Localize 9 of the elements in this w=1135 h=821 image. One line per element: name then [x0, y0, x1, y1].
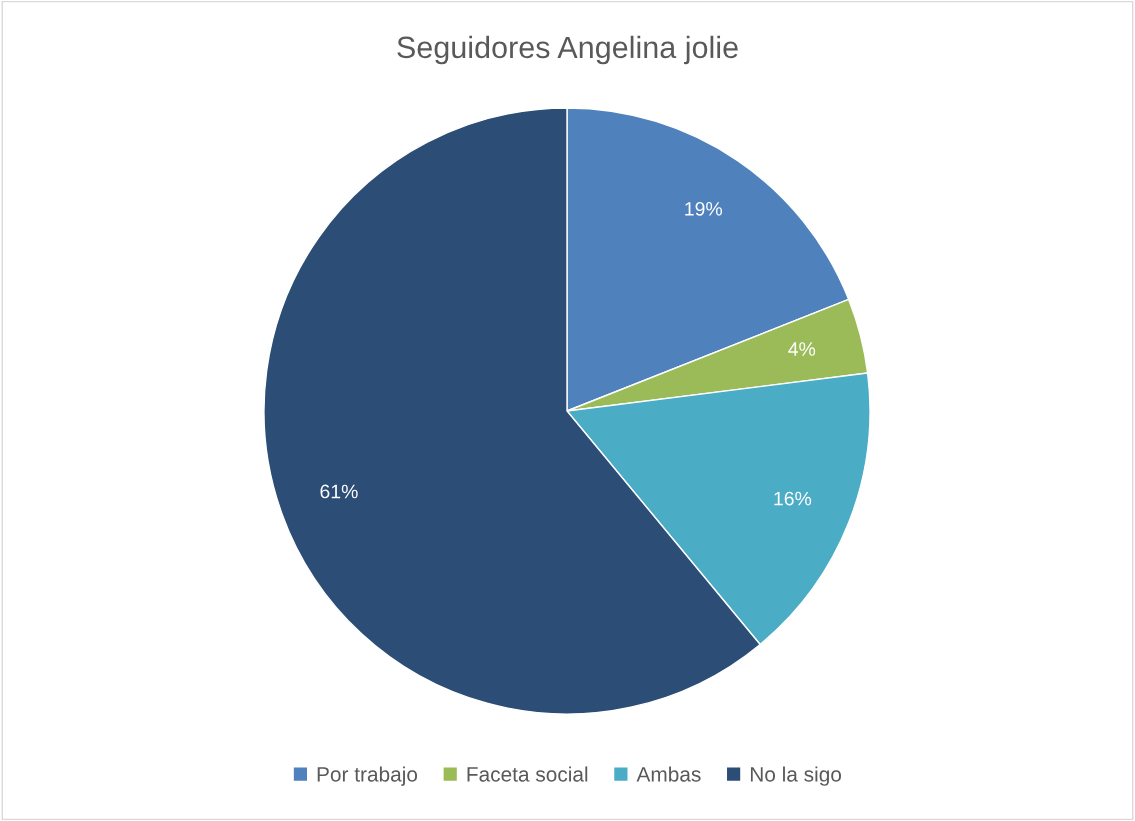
data-label: 19% [685, 201, 723, 216]
legend-label: Por trabajo [317, 766, 418, 786]
data-label: 61% [320, 484, 358, 499]
data-label: 16% [774, 491, 812, 506]
chart-title: Seguidores Angelina jolie [397, 35, 738, 65]
legend-label: Faceta social [467, 766, 588, 782]
data-label: 4% [788, 342, 816, 356]
legend-label: No la sigo [750, 766, 842, 786]
legend-label: Ambas [636, 766, 701, 782]
